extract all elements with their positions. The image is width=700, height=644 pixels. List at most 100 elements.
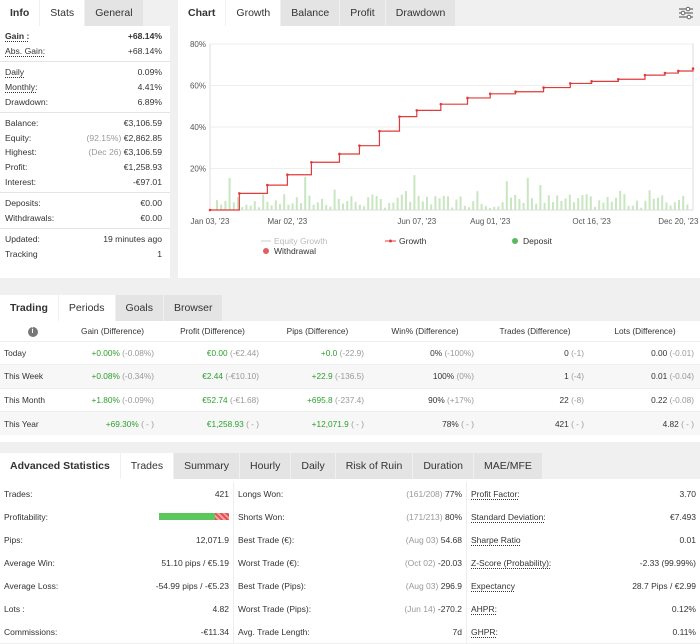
help-icon[interactable]: i [27,326,38,337]
tab-daily[interactable]: Daily [291,453,335,479]
chart-bar [447,196,449,210]
stat-value: 77% [444,488,462,499]
tab-trading[interactable]: Trading [0,295,58,321]
chart-bar [262,194,265,210]
stat-label: Average Win: [4,557,55,568]
tab-drawdown[interactable]: Drawdown [385,0,456,26]
divider [0,111,170,113]
legend-withdrawal-dot [263,248,269,254]
win-diff: (+17%) [447,394,474,405]
col-trades: Trades (Difference) [499,325,571,336]
gain-diff: ( - ) [141,418,154,429]
chart-bar [497,206,500,210]
gain-label[interactable]: Gain : [5,31,30,42]
tab-goals[interactable]: Goals [115,295,163,321]
chart-bar [468,207,470,210]
profitability-loss [215,513,229,521]
chart-bar [384,207,386,210]
win-diff: (0%) [456,371,474,382]
stat-label: Lots : [4,604,25,615]
legend-deposit-dot [512,238,518,244]
chart-bar [476,191,479,210]
abs-gain-label[interactable]: Abs. Gain: [5,45,46,56]
legend-growth[interactable]: Growth [399,236,427,246]
chart-bar [291,203,294,210]
chart-bar [216,200,218,210]
trades-cell: 22 [559,394,569,405]
stat-detail: (Aug 03) [405,580,439,591]
tab-browser[interactable]: Browser [163,295,223,321]
chart-bar [669,205,672,210]
trades-cell: 1 [564,371,569,382]
gain-value: +68.14% [127,31,162,42]
chart-legend: Equity Growth Growth Deposit Withdrawal [261,236,552,256]
chart-bar [363,206,365,210]
stat-row: Best Trade (Pips): (Aug 03) 296.9 [234,574,466,597]
stat-row: Expectancy 28.7 Pips / €2.99 [467,574,700,597]
chart-bar [417,195,420,210]
stat-value: -€11.34 [200,627,229,638]
chart-bar [274,200,277,210]
stat-label[interactable]: GHPR: [471,627,498,638]
chart-bar [316,202,319,210]
tab-summary[interactable]: Summary [174,453,240,479]
stat-label[interactable]: Profit Factor: [471,488,520,499]
daily-label[interactable]: Daily [5,67,25,78]
period-name: This Week [4,371,44,382]
chart-bar [665,202,668,210]
tab-advanced-statistics[interactable]: Advanced Statistics [0,453,120,479]
chart-bar [333,189,336,210]
stat-label[interactable]: Standard Deviation: [471,511,546,522]
chart-bar [619,190,622,210]
stat-label[interactable]: Z-Score (Probability): [471,557,552,568]
x-tick-label: Dec 20, '23 [658,217,699,226]
chart-bar [388,202,391,210]
tab-risk-of-ruin[interactable]: Risk of Ruin [335,453,413,479]
chart-tabs: Chart Growth Balance Profit Drawdown [178,0,700,26]
sliders-icon[interactable] [678,6,694,20]
tab-hourly[interactable]: Hourly [240,453,291,479]
tab-profit[interactable]: Profit [340,0,385,26]
equity-row: Equity: (92.15%) €2,862.85 [0,131,170,146]
tab-mae-mfe[interactable]: MAE/MFE [474,453,542,479]
tab-stats[interactable]: Stats [40,0,85,26]
stat-label[interactable]: Sharpe Ratio [471,534,521,545]
legend-deposit[interactable]: Deposit [523,236,552,246]
chart-bar [354,201,357,210]
chart-bar [350,196,353,210]
growth-point [208,208,212,212]
stat-label: Best Trade (€): [238,534,295,545]
gain-cell: +1.80% [91,394,120,405]
legend-withdrawal[interactable]: Withdrawal [274,246,316,256]
tab-duration[interactable]: Duration [413,453,474,479]
growth-point [568,82,572,85]
stat-row: Worst Trade (Pips): (Jun 14) -270.2 [234,597,466,620]
stat-label[interactable]: Expectancy [471,580,515,591]
period-name: Today [4,347,27,358]
chart-bar [472,201,475,210]
tab-growth[interactable]: Growth [226,0,281,26]
tab-chart[interactable]: Chart [178,0,226,26]
chart-bar [547,195,550,210]
tab-balance[interactable]: Balance [281,0,340,26]
chart-bar [224,200,227,210]
gain-cell: +0.00% [91,347,120,358]
withdrawals-label: Withdrawals: [5,212,55,223]
x-tick-label: Oct 16, '23 [572,217,611,226]
chart-bar [568,194,571,210]
growth-point [488,92,492,96]
stat-label[interactable]: AHPR: [471,604,497,615]
advanced-statistics-panel: Advanced Statistics Trades Summary Hourl… [0,453,700,644]
monthly-label[interactable]: Monthly: [5,82,38,93]
tab-info[interactable]: Info [0,0,40,26]
col-lots: Lots (Difference) [614,325,676,336]
chart-bar [636,200,638,210]
growth-point [616,77,620,81]
gain-cell: +69.30% [105,418,139,429]
tab-general[interactable]: General [85,0,143,26]
stat-row: Longs Won: (161/208) 77% [234,482,466,505]
legend-equity[interactable]: Equity Growth [274,236,328,246]
tab-periods[interactable]: Periods [58,295,115,321]
chart-bar [371,194,374,210]
tab-trades[interactable]: Trades [120,453,174,479]
